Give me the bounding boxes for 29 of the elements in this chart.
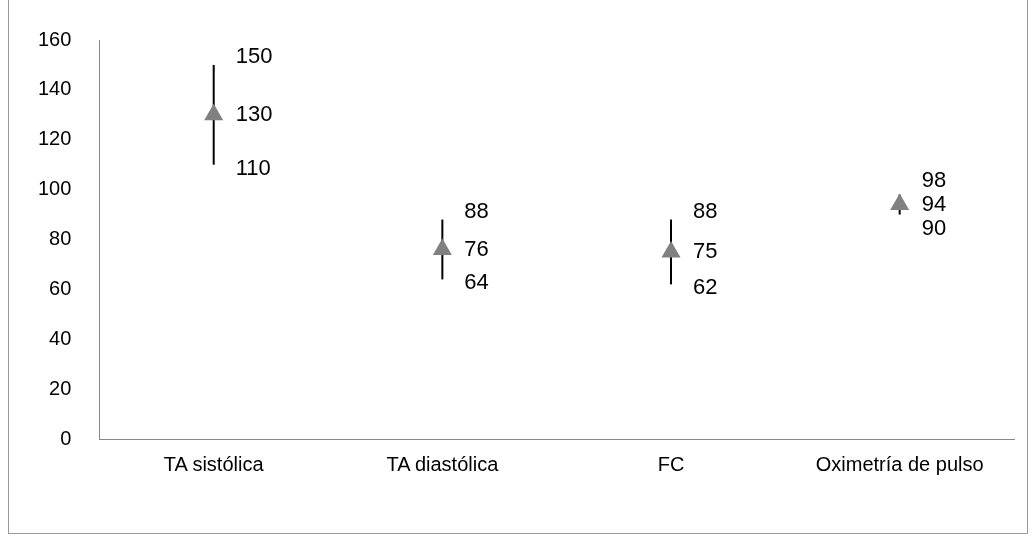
annotation: 88 bbox=[464, 197, 489, 223]
y-tick-label: 160 bbox=[37, 27, 72, 50]
data-label: 75 bbox=[693, 238, 718, 264]
y-tick-label: 0 bbox=[60, 426, 72, 449]
annotation: 98 bbox=[921, 166, 947, 192]
y-tick-label: 40 bbox=[49, 326, 72, 349]
data-label: 76 bbox=[464, 235, 489, 261]
y-tick-label: 100 bbox=[37, 177, 72, 200]
annotation: 88 bbox=[693, 197, 718, 223]
annotation: 90 bbox=[921, 214, 947, 240]
point bbox=[204, 103, 224, 121]
annotation: 62 bbox=[693, 274, 718, 300]
x-tick-label: TA sistólica bbox=[163, 452, 265, 475]
data-label: 130 bbox=[235, 100, 273, 126]
y-tick-label: 60 bbox=[49, 276, 72, 299]
x-tick-label: TA diastólica bbox=[386, 452, 500, 475]
point bbox=[432, 238, 452, 255]
y-tick-label: 80 bbox=[49, 227, 72, 250]
annotation: 64 bbox=[464, 269, 489, 295]
x-tick-label: FC bbox=[657, 452, 685, 475]
annotation: 150 bbox=[235, 43, 273, 68]
y-tick-label: 120 bbox=[37, 127, 72, 150]
y-tick-label: 140 bbox=[37, 77, 72, 100]
y-tick-label: 20 bbox=[49, 376, 72, 399]
x-tick-label: Oximetría de pulso bbox=[815, 452, 984, 475]
annotation: 110 bbox=[235, 154, 271, 180]
data-label: 94 bbox=[921, 190, 947, 216]
point bbox=[661, 240, 681, 258]
point bbox=[890, 193, 910, 211]
